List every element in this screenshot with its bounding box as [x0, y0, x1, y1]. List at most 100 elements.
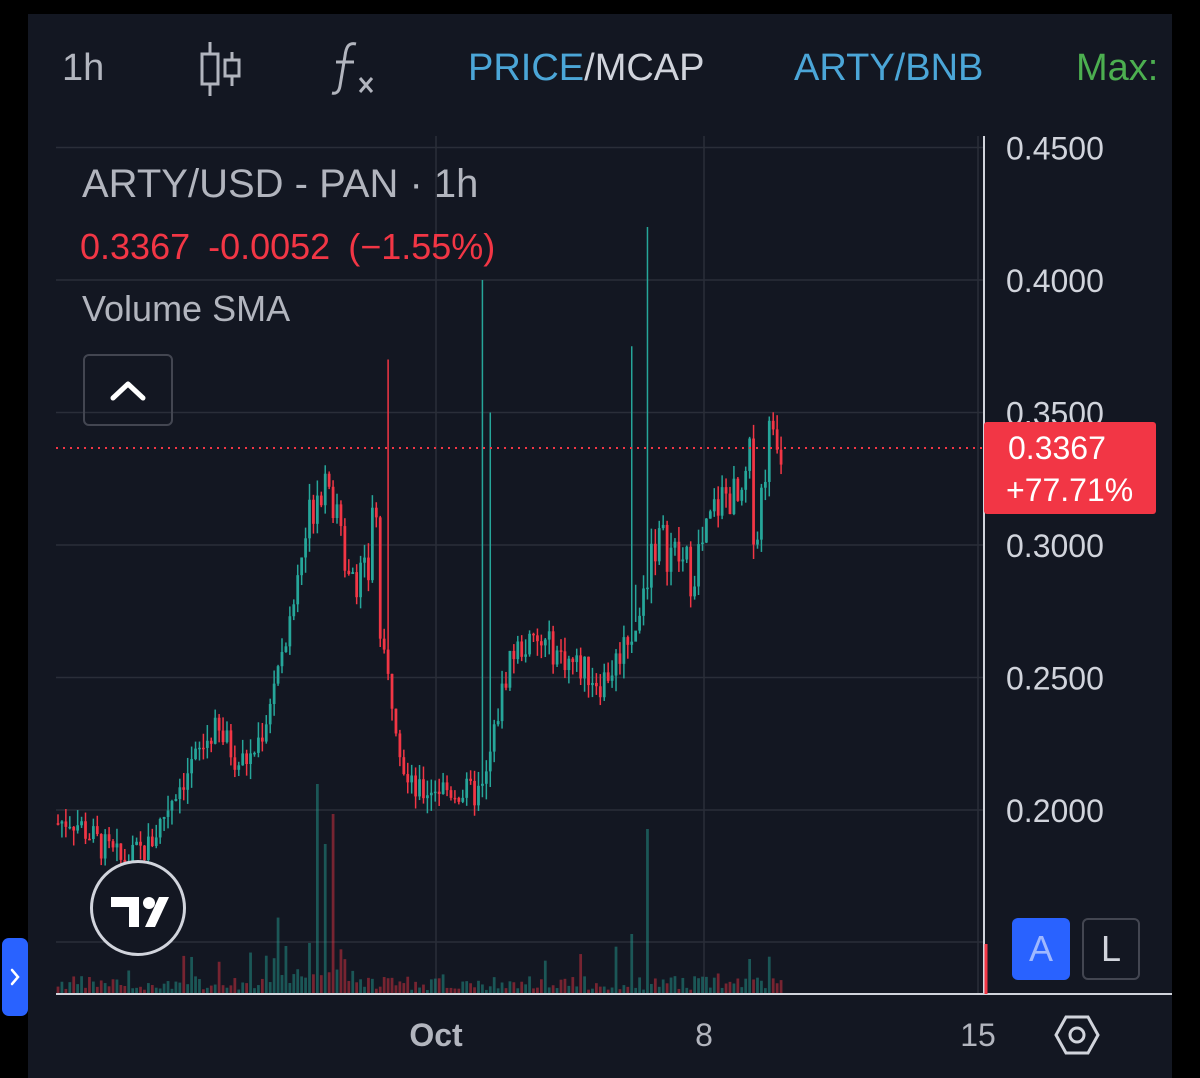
- candle-body: [315, 495, 319, 524]
- legend-indicator-volume-sma[interactable]: Volume SMA: [82, 288, 291, 329]
- volume-bar: [72, 976, 76, 994]
- volume-bar: [131, 988, 135, 994]
- candle-body: [771, 420, 775, 430]
- candle-body: [331, 486, 335, 519]
- candle-body: [575, 655, 579, 663]
- candle-body: [484, 771, 488, 784]
- pair-button[interactable]: ARTY/BNB: [794, 47, 984, 89]
- candle-body: [614, 653, 618, 676]
- volume-bar: [575, 986, 579, 994]
- candlestick-icon[interactable]: [198, 40, 244, 98]
- chart-toolbar: 1h PRICE/MCAP ARTY/BNB Max:: [28, 14, 1172, 124]
- candle-body: [598, 686, 602, 698]
- candle-body: [131, 844, 135, 864]
- candle-body: [465, 778, 469, 798]
- volume-bar: [571, 977, 575, 994]
- volume-bar: [445, 987, 449, 994]
- candle-body: [162, 816, 166, 819]
- volume-bar: [304, 977, 307, 994]
- chevron-right-icon: [10, 968, 20, 986]
- candle-body: [481, 783, 484, 786]
- candle-body: [677, 541, 681, 562]
- volume-bar: [178, 982, 182, 994]
- volume-bar: [339, 949, 343, 994]
- candle-body: [760, 487, 763, 540]
- legend-collapse-button[interactable]: [83, 354, 173, 426]
- volume-bar: [343, 959, 347, 994]
- candle-body: [95, 826, 99, 835]
- volume-bar: [520, 981, 524, 994]
- expand-sidebar-button[interactable]: [2, 938, 28, 1016]
- candle-body: [115, 843, 119, 848]
- time-axis-label: 8: [695, 1017, 713, 1053]
- candle-body: [386, 649, 390, 674]
- candle-body: [748, 438, 752, 471]
- candle-body: [198, 747, 201, 750]
- volume-bar: [492, 977, 496, 994]
- candle-body: [461, 797, 465, 802]
- volume-bar: [555, 988, 559, 994]
- candle-body: [716, 499, 720, 516]
- candle-body: [681, 559, 685, 562]
- volume-bar: [763, 988, 767, 994]
- candle-body: [182, 787, 186, 790]
- volume-bar: [99, 980, 103, 994]
- candle-body: [233, 757, 237, 770]
- price-mcap-toggle[interactable]: PRICE/MCAP: [468, 46, 705, 90]
- candle-body: [174, 799, 178, 801]
- candle-body: [441, 782, 445, 795]
- volume-bar: [308, 942, 311, 994]
- candle-body: [426, 795, 429, 799]
- time-axis-label: 15: [960, 1017, 996, 1053]
- candle-body: [371, 507, 374, 581]
- volume-bar: [186, 984, 190, 994]
- volume-bar: [551, 985, 555, 994]
- volume-bar: [394, 985, 398, 994]
- candle-body: [669, 547, 673, 572]
- volume-bar: [504, 988, 508, 994]
- candle-body: [154, 837, 158, 847]
- log-scale-button[interactable]: L: [1082, 918, 1140, 980]
- volume-bar: [536, 987, 539, 994]
- legend-change-percent: (−1.55%): [348, 226, 496, 267]
- candle-body: [402, 757, 406, 775]
- chart-panel: 0.2000 0.2500 0.3000 0.3500 0.4000 0.4500 Oct…: [28, 14, 1172, 1078]
- candle-body: [653, 543, 657, 562]
- candle-body: [91, 826, 95, 840]
- volume-bar: [665, 983, 669, 994]
- volume-bar: [606, 989, 610, 994]
- volume-bar: [775, 983, 779, 994]
- candle-body: [284, 646, 288, 653]
- volume-bar: [378, 986, 382, 994]
- volume-bar: [107, 986, 111, 994]
- volume-bar: [760, 980, 763, 994]
- volume-bar: [724, 983, 728, 994]
- interval-button[interactable]: 1h: [62, 47, 105, 89]
- volume-bar: [319, 975, 323, 994]
- candle-body: [56, 823, 60, 825]
- volume-bar: [323, 844, 327, 994]
- gear-icon[interactable]: [1054, 1014, 1100, 1056]
- volume-bar: [347, 980, 351, 994]
- candle-body: [571, 658, 575, 663]
- volume-bar: [583, 976, 586, 994]
- volume-bar: [449, 987, 453, 994]
- volume-bar: [150, 985, 154, 994]
- candle-body: [626, 637, 630, 645]
- candle-body: [720, 487, 724, 516]
- volume-bar: [386, 978, 390, 994]
- volume-bar: [539, 979, 543, 994]
- candle-body: [119, 843, 123, 860]
- auto-scale-button[interactable]: A: [1012, 918, 1070, 980]
- candle-body: [477, 785, 480, 806]
- time-axis[interactable]: Oct 8 15: [409, 1017, 995, 1053]
- fx-icon[interactable]: [330, 38, 382, 98]
- volume-bar: [767, 956, 771, 994]
- candle-body: [107, 834, 111, 842]
- tradingview-logo[interactable]: [90, 860, 186, 956]
- volume-bar: [524, 984, 528, 994]
- max-range-button[interactable]: Max:: [1076, 47, 1159, 89]
- volume-bar: [327, 972, 331, 994]
- volume-bar: [484, 989, 488, 994]
